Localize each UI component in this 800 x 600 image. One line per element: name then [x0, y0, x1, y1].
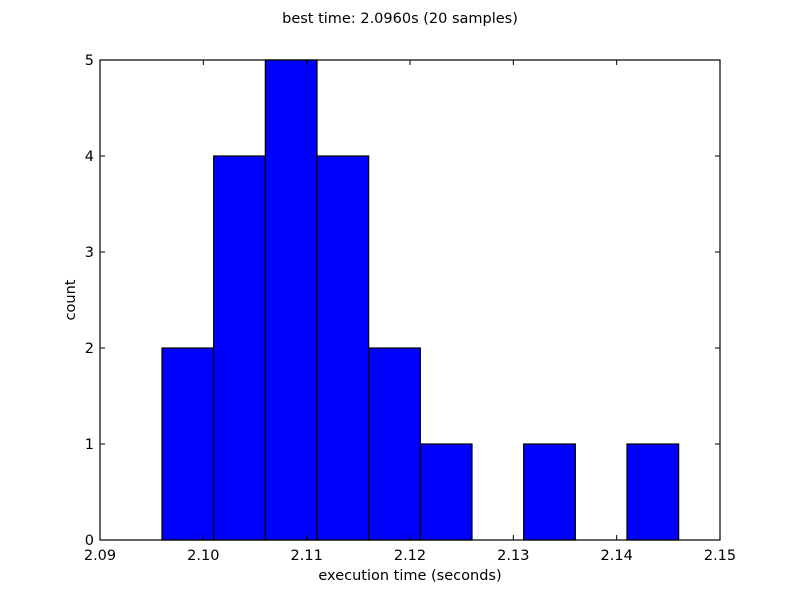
y-tick-label: 3: [85, 245, 94, 261]
histogram-bar-7: [523, 443, 576, 541]
histogram-bar-4: [368, 347, 421, 541]
histogram-bar-2: [264, 59, 318, 541]
bars-group: [161, 59, 680, 541]
histogram-bar-9: [626, 443, 680, 541]
y-tick-label: 5: [85, 53, 94, 69]
y-tick-label: 2: [85, 341, 94, 357]
y-tick-label: 0: [85, 533, 94, 549]
histogram-bar-3: [316, 155, 370, 541]
x-tick-label: 2.14: [601, 548, 633, 564]
histogram-bar-0: [161, 347, 215, 541]
x-tick-label: 2.13: [497, 548, 529, 564]
chart-title: best time: 2.0960s (20 samples): [282, 11, 518, 27]
y-tick-label: 1: [85, 437, 94, 453]
x-tick-label: 2.15: [704, 548, 736, 564]
y-axis-ticks: 0 1 2 3 4 5: [85, 53, 720, 549]
y-tick-label: 4: [85, 149, 94, 165]
x-tick-label: 2.12: [394, 548, 426, 564]
x-tick-label: 2.10: [187, 548, 219, 564]
x-axis-ticks: 2.09 2.10 2.11 2.12 2.13 2.14 2.15: [84, 60, 736, 564]
x-axis-label: execution time (seconds): [318, 568, 501, 584]
y-axis-label: count: [63, 279, 79, 320]
x-tick-label: 2.09: [84, 548, 116, 564]
x-tick-label: 2.11: [291, 548, 323, 564]
histogram-bar-5: [419, 443, 473, 541]
histogram-bar-1: [213, 155, 266, 541]
